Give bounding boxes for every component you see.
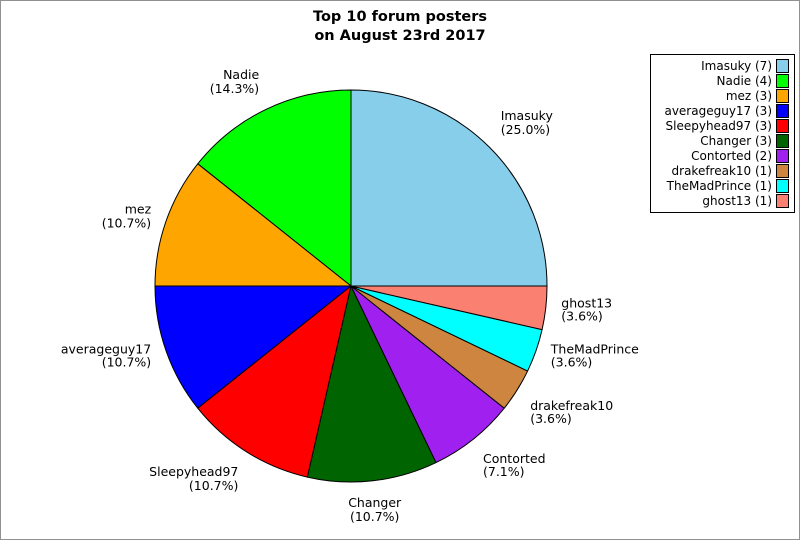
legend-swatch-ghost13 [776,194,789,209]
legend-label: mez (3) [725,88,772,103]
pie-slice-Nadie [197,89,352,287]
pie-slice-averageguy17 [154,285,352,409]
legend-label: Imasuky (7) [701,58,772,73]
legend-swatch-Imasuky [776,58,789,73]
pie-slice-Changer [306,285,437,483]
chart-title-line1: Top 10 forum posters [313,9,487,25]
legend-swatch-drakefreak10 [776,164,789,179]
legend-label: Changer (3) [700,134,772,149]
legend-label: Sleepyhead97 (3) [665,118,772,133]
legend-label: Contorted (2) [691,149,772,164]
chart-title-line2: on August 23rd 2017 [314,27,486,44]
legend-label: TheMadPrince (1) [666,179,772,194]
legend-label: averageguy17 (3) [664,103,772,118]
legend-item-drakefreak10: drakefreak10 (1) [655,164,789,179]
legend-item-averageguy17: averageguy17 (3) [655,103,789,118]
pie-slice-Sleepyhead97 [197,285,352,478]
chart-title: Top 10 forum posters on August 23rd 2017 [1,8,799,45]
legend-item-TheMadPrince: TheMadPrince (1) [655,179,789,194]
pie-slice-mez [154,163,352,287]
legend-swatch-TheMadPrince [776,179,789,194]
legend-item-Sleepyhead97: Sleepyhead97 (3) [655,118,789,133]
legend-swatch-Nadie [776,73,789,88]
legend-swatch-averageguy17 [776,103,789,118]
pie-slice-ghost13 [350,285,548,331]
legend-swatch-mez [776,88,789,103]
pie-slice-Imasuky [350,89,548,287]
legend-item-Nadie: Nadie (4) [655,73,789,88]
legend-item-mez: mez (3) [655,88,789,103]
legend-item-Changer: Changer (3) [655,134,789,149]
legend-label: ghost13 (1) [702,194,772,209]
legend-box: Imasuky (7) Nadie (4) mez (3) averageguy17 … [650,54,795,213]
legend-label: Nadie (4) [716,73,772,88]
legend-swatch-Contorted [776,149,789,164]
legend-item-Contorted: Contorted (2) [655,149,789,164]
legend-label: drakefreak10 (1) [671,164,772,179]
legend-swatch-Changer [776,134,789,149]
legend-swatch-Sleepyhead97 [776,118,789,133]
legend-item-ghost13: ghost13 (1) [655,194,789,209]
legend-item-Imasuky: Imasuky (7) [655,58,789,73]
